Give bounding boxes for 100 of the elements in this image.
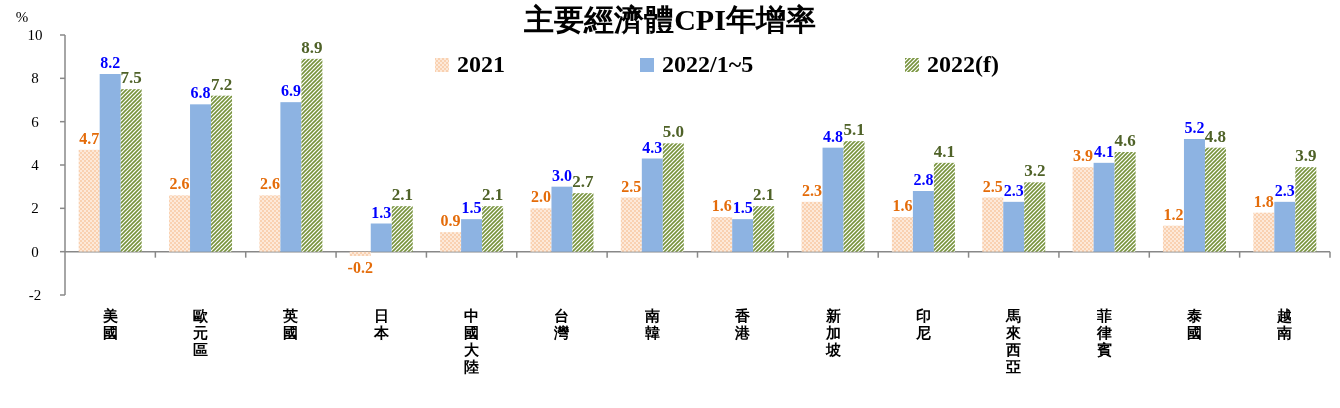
bar xyxy=(99,74,121,252)
y-tick-label: -2 xyxy=(28,287,42,303)
x-tick-label: 越南 xyxy=(1276,308,1293,341)
data-label: 0.9 xyxy=(440,212,461,230)
x-tick-label: 中國大陸 xyxy=(464,308,481,375)
x-tick-label: 台灣 xyxy=(553,308,571,341)
bar xyxy=(1183,139,1205,252)
data-label: 4.1 xyxy=(1094,142,1115,160)
data-label: 2.7 xyxy=(572,172,595,192)
data-label: 1.5 xyxy=(732,199,753,217)
y-tick-label: 0 xyxy=(31,243,39,260)
data-label: 2.6 xyxy=(169,175,190,193)
bar xyxy=(440,232,462,252)
x-tick-label: 印尼 xyxy=(914,308,931,341)
y-tick-label: 10 xyxy=(27,27,43,43)
bar xyxy=(891,217,913,252)
bar xyxy=(843,141,865,252)
bar xyxy=(1114,152,1136,252)
x-tick-label: 美國 xyxy=(101,307,118,341)
x-tick-label: 新加坡 xyxy=(824,307,842,358)
bar xyxy=(482,206,504,252)
bar xyxy=(753,206,775,252)
data-label: 7.5 xyxy=(120,68,142,88)
bar xyxy=(530,208,552,252)
y-tick-label: 4 xyxy=(31,157,40,173)
data-label: 2.5 xyxy=(621,177,642,195)
bar xyxy=(620,197,642,252)
x-tick-label: 菲律賓 xyxy=(1095,308,1112,358)
x-tick-label: 英國 xyxy=(282,308,299,341)
bar xyxy=(120,89,142,252)
chart-title: 主要經濟體CPI年增率 xyxy=(523,3,816,36)
x-tick-label: 南韓 xyxy=(643,308,660,341)
data-label: 8.2 xyxy=(100,54,121,71)
data-label: 4.1 xyxy=(933,141,956,161)
data-label: 1.8 xyxy=(1253,192,1274,210)
data-label: 2.3 xyxy=(802,181,823,199)
bar xyxy=(711,217,733,252)
bar xyxy=(349,251,371,256)
data-label: 4.7 xyxy=(79,129,100,147)
data-label: 4.8 xyxy=(1204,126,1227,146)
data-label: 2.0 xyxy=(530,188,551,206)
bar xyxy=(259,195,281,252)
x-tick-label: 日本 xyxy=(372,308,390,341)
data-label: 2.8 xyxy=(913,171,934,188)
y-axis-title: % xyxy=(15,9,29,25)
y-tick-label: 8 xyxy=(31,70,39,87)
bar xyxy=(1274,201,1296,252)
x-tick-label: 香港 xyxy=(734,308,752,341)
x-tick-label: 歐元區 xyxy=(192,308,210,358)
legend-label: 2022(f) xyxy=(927,51,999,77)
data-label: 2.3 xyxy=(1274,181,1295,199)
data-label: 7.2 xyxy=(210,74,233,94)
bar xyxy=(301,58,323,252)
bar xyxy=(1003,201,1025,252)
data-label: -0.2 xyxy=(347,259,373,276)
bar xyxy=(822,147,844,252)
bar xyxy=(912,191,934,252)
data-label: 2.1 xyxy=(481,185,504,205)
bar xyxy=(1204,147,1226,252)
data-label: 3.9 xyxy=(1295,146,1317,166)
data-label: 2.6 xyxy=(259,175,280,193)
data-label: 5.0 xyxy=(662,122,684,142)
data-label: 2.1 xyxy=(391,185,413,205)
bar xyxy=(1024,182,1046,252)
data-label: 1.3 xyxy=(371,203,392,221)
bar xyxy=(1253,212,1275,252)
y-tick-label: 2 xyxy=(31,200,39,217)
data-label: 1.6 xyxy=(711,197,732,214)
data-label: 1.5 xyxy=(461,199,482,217)
bar xyxy=(391,206,413,252)
data-label: 5.1 xyxy=(843,120,865,140)
x-tick-label: 泰國 xyxy=(1185,308,1202,341)
data-label: 3.0 xyxy=(551,166,572,184)
bar xyxy=(732,219,754,252)
x-tick-label: 馬來西亞 xyxy=(1005,308,1023,375)
data-label: 4.6 xyxy=(1114,131,1136,150)
bar xyxy=(370,223,392,252)
data-label: 8.9 xyxy=(301,37,323,57)
bar xyxy=(551,186,573,252)
bar xyxy=(641,158,663,252)
data-label: 5.2 xyxy=(1184,119,1205,136)
bar xyxy=(1093,162,1115,252)
bar xyxy=(1072,167,1094,252)
legend-label: 2022/1~5 xyxy=(662,51,754,77)
bar xyxy=(662,143,684,252)
bar xyxy=(572,193,594,252)
bar xyxy=(190,104,212,252)
data-label: 2.3 xyxy=(1003,181,1024,199)
y-tick-label: 6 xyxy=(31,113,40,130)
bar xyxy=(78,149,100,252)
data-label: 2.1 xyxy=(753,185,775,205)
bar xyxy=(801,201,823,252)
data-label: 1.6 xyxy=(892,197,913,214)
bar xyxy=(982,197,1004,252)
data-label: 3.2 xyxy=(1024,161,1046,181)
bar xyxy=(211,95,233,252)
data-label: 4.3 xyxy=(642,138,663,156)
bar xyxy=(1162,225,1184,252)
bar xyxy=(1295,167,1317,252)
data-label: 1.2 xyxy=(1163,205,1184,223)
